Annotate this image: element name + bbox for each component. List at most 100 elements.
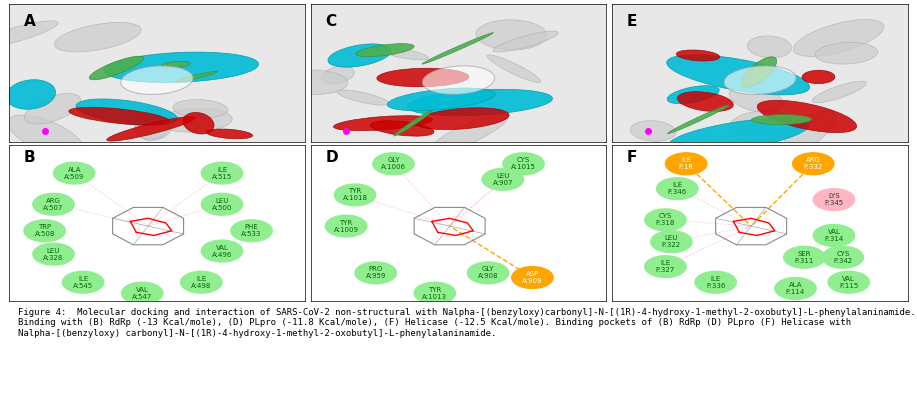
Text: LEU
A:500: LEU A:500: [212, 198, 232, 211]
Circle shape: [775, 277, 816, 299]
Text: ARG
A:507: ARG A:507: [43, 198, 63, 211]
Circle shape: [695, 271, 736, 293]
Circle shape: [651, 231, 692, 253]
Text: Figure 4:  Molecular docking and interaction of SARS-CoV-2 non-structural with N: Figure 4: Molecular docking and interact…: [18, 308, 916, 338]
Ellipse shape: [206, 129, 253, 139]
Ellipse shape: [729, 85, 783, 113]
Ellipse shape: [158, 108, 232, 132]
Ellipse shape: [667, 55, 810, 95]
Ellipse shape: [724, 66, 796, 95]
Ellipse shape: [678, 92, 734, 112]
Circle shape: [181, 271, 222, 293]
Text: VAL
F:115: VAL F:115: [839, 276, 858, 289]
Ellipse shape: [422, 33, 493, 64]
Text: F: F: [627, 150, 637, 165]
Circle shape: [33, 243, 74, 265]
Text: CYS
A:1015: CYS A:1015: [511, 157, 536, 170]
Ellipse shape: [0, 21, 58, 49]
Circle shape: [326, 215, 367, 237]
Circle shape: [482, 168, 524, 190]
Ellipse shape: [747, 36, 791, 58]
Ellipse shape: [356, 44, 414, 57]
Text: SER
F:311: SER F:311: [795, 251, 814, 264]
Ellipse shape: [676, 50, 720, 61]
Ellipse shape: [25, 93, 81, 124]
Text: ILE
A:545: ILE A:545: [73, 276, 94, 289]
Text: ASP
A:909: ASP A:909: [522, 271, 543, 284]
Ellipse shape: [377, 68, 469, 87]
Circle shape: [202, 193, 243, 215]
Text: LEU
A:328: LEU A:328: [43, 248, 63, 261]
Ellipse shape: [493, 31, 558, 52]
Circle shape: [355, 262, 396, 284]
Circle shape: [813, 225, 855, 246]
Ellipse shape: [54, 22, 141, 52]
Circle shape: [121, 282, 163, 304]
Text: CYS
F:342: CYS F:342: [834, 251, 853, 264]
Text: B: B: [24, 150, 36, 165]
Ellipse shape: [783, 110, 835, 151]
Text: ARG
F:332: ARG F:332: [803, 157, 823, 170]
Ellipse shape: [423, 66, 494, 95]
Text: VAL
A:496: VAL A:496: [212, 245, 232, 258]
Circle shape: [657, 178, 698, 200]
Circle shape: [828, 271, 869, 293]
Ellipse shape: [104, 52, 259, 83]
Ellipse shape: [121, 66, 193, 95]
Ellipse shape: [136, 114, 172, 140]
Text: ILE
A:515: ILE A:515: [212, 167, 232, 180]
Ellipse shape: [173, 100, 227, 118]
Text: LYS
F:345: LYS F:345: [824, 193, 844, 206]
Text: ALA
F:114: ALA F:114: [786, 282, 805, 295]
Ellipse shape: [174, 71, 217, 82]
Ellipse shape: [69, 107, 170, 125]
Text: GLY
A:1006: GLY A:1006: [381, 157, 406, 170]
Ellipse shape: [394, 111, 432, 136]
Circle shape: [202, 240, 243, 262]
Ellipse shape: [751, 115, 812, 125]
Circle shape: [24, 220, 65, 242]
Circle shape: [231, 220, 272, 242]
Text: ILE
F:346: ILE F:346: [668, 182, 687, 195]
Ellipse shape: [161, 61, 191, 68]
Text: PRO
A:959: PRO A:959: [366, 266, 386, 279]
Circle shape: [62, 271, 104, 293]
Ellipse shape: [370, 121, 434, 136]
Ellipse shape: [487, 55, 540, 82]
Circle shape: [202, 162, 243, 184]
Text: ILE
F:327: ILE F:327: [656, 260, 675, 273]
Circle shape: [373, 153, 414, 175]
Ellipse shape: [476, 20, 547, 50]
Ellipse shape: [668, 118, 809, 152]
Text: D: D: [326, 150, 338, 165]
Text: ILE
A:498: ILE A:498: [191, 276, 212, 289]
Circle shape: [414, 282, 456, 304]
Ellipse shape: [630, 121, 676, 141]
Text: A: A: [24, 14, 36, 29]
Ellipse shape: [430, 114, 508, 153]
Text: ALA
A:509: ALA A:509: [64, 167, 84, 180]
Text: VAL
A:547: VAL A:547: [132, 286, 152, 299]
Ellipse shape: [793, 19, 884, 56]
Ellipse shape: [76, 99, 177, 126]
Ellipse shape: [815, 43, 878, 64]
Circle shape: [645, 256, 686, 277]
Text: GLY
A:908: GLY A:908: [478, 266, 498, 279]
Text: C: C: [326, 14, 337, 29]
Ellipse shape: [414, 108, 509, 130]
Ellipse shape: [183, 112, 214, 134]
Ellipse shape: [380, 47, 428, 60]
Ellipse shape: [668, 105, 729, 134]
Text: LEU
A:907: LEU A:907: [492, 173, 514, 186]
Circle shape: [784, 246, 825, 268]
Ellipse shape: [276, 70, 348, 95]
Circle shape: [666, 153, 707, 175]
Circle shape: [53, 162, 94, 184]
Ellipse shape: [334, 116, 432, 131]
Text: TRP
A:508: TRP A:508: [35, 224, 55, 237]
Ellipse shape: [322, 66, 354, 84]
Ellipse shape: [6, 80, 56, 109]
Circle shape: [33, 193, 74, 215]
Ellipse shape: [328, 44, 392, 67]
Text: E: E: [627, 14, 637, 29]
